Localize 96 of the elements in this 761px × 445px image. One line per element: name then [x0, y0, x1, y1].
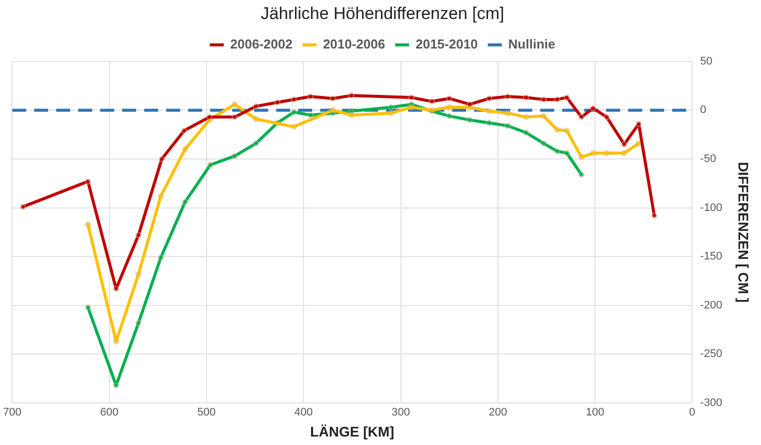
- point: [290, 109, 297, 116]
- point: [232, 114, 238, 120]
- point: [564, 94, 570, 101]
- point: [113, 382, 120, 388]
- point: [135, 320, 142, 326]
- point: [307, 112, 314, 118]
- x-axis-title: LÄNGE [KM]: [310, 423, 394, 440]
- y-tick-label: -50: [700, 153, 716, 166]
- point: [232, 153, 238, 160]
- point: [84, 304, 91, 310]
- point: [564, 150, 570, 156]
- point: [540, 96, 547, 102]
- point: [348, 112, 354, 118]
- y-tick-label: 0: [700, 104, 706, 116]
- point: [182, 198, 188, 205]
- point: [621, 141, 628, 148]
- point: [330, 107, 336, 114]
- point: [253, 103, 260, 110]
- point: [540, 113, 547, 120]
- legend-label: 2010-2006: [322, 36, 386, 52]
- y-tick-label: 50: [700, 55, 712, 68]
- y-tick-label: -200: [700, 299, 722, 312]
- chart-title: Jährliche Höhendifferenzen [cm]: [260, 4, 504, 23]
- y-tick-label: -100: [700, 202, 722, 214]
- point: [554, 148, 560, 154]
- point: [554, 96, 560, 102]
- point: [466, 101, 473, 108]
- y-tick-label: -300: [700, 397, 722, 410]
- point: [486, 95, 492, 102]
- point: [651, 212, 658, 219]
- legend-label: 2015-2010: [416, 36, 478, 52]
- point: [158, 254, 164, 261]
- x-tick-label: 100: [586, 406, 604, 419]
- x-tick-label: 0: [689, 406, 696, 419]
- y-tick-label: -150: [700, 250, 722, 263]
- point: [182, 146, 188, 152]
- point: [181, 128, 188, 134]
- point: [540, 140, 547, 146]
- point: [274, 99, 280, 106]
- point: [578, 114, 584, 120]
- x-tick-label: 200: [488, 406, 508, 419]
- point: [135, 232, 142, 238]
- point: [578, 172, 584, 178]
- point: [253, 140, 260, 146]
- point: [523, 114, 530, 120]
- point: [446, 113, 452, 120]
- point: [290, 124, 297, 130]
- point: [113, 286, 120, 292]
- point: [446, 104, 452, 110]
- point: [388, 104, 394, 110]
- point: [84, 178, 91, 184]
- point: [604, 150, 610, 156]
- x-tick-label: 300: [392, 406, 410, 419]
- point: [486, 120, 492, 126]
- point: [207, 162, 214, 168]
- point: [590, 150, 596, 156]
- point: [232, 101, 238, 108]
- legend-label: 2006-2002: [230, 36, 292, 52]
- point: [428, 98, 435, 104]
- point: [158, 156, 165, 162]
- x-tick-label: 400: [294, 406, 313, 419]
- point: [253, 116, 260, 122]
- point: [554, 126, 560, 133]
- point: [636, 120, 642, 127]
- point: [348, 92, 354, 99]
- x-tick-label: 500: [197, 406, 216, 419]
- point: [84, 221, 91, 228]
- point: [290, 96, 297, 102]
- point: [113, 338, 120, 345]
- point: [590, 105, 596, 112]
- point: [158, 193, 164, 200]
- point: [20, 204, 26, 210]
- point: [504, 122, 511, 129]
- y-axis-title: DIFFERENZEN [ CM ]: [736, 162, 752, 303]
- point: [446, 95, 452, 102]
- point: [486, 108, 492, 114]
- point: [466, 116, 473, 123]
- point: [523, 130, 530, 136]
- point: [307, 94, 314, 100]
- point: [578, 154, 584, 160]
- point: [135, 271, 142, 278]
- point: [388, 110, 394, 116]
- x-tick-label: 600: [100, 406, 118, 419]
- point: [330, 95, 336, 102]
- point: [504, 110, 511, 116]
- y-tick-label: -250: [700, 348, 722, 360]
- point: [504, 94, 511, 100]
- x-tick-label: 700: [2, 406, 22, 419]
- point: [206, 114, 212, 120]
- point: [408, 104, 414, 110]
- point: [564, 128, 570, 134]
- point: [523, 94, 530, 101]
- point: [621, 150, 628, 156]
- legend-label: Nullinie: [508, 36, 556, 52]
- point: [408, 94, 414, 101]
- point: [604, 114, 610, 120]
